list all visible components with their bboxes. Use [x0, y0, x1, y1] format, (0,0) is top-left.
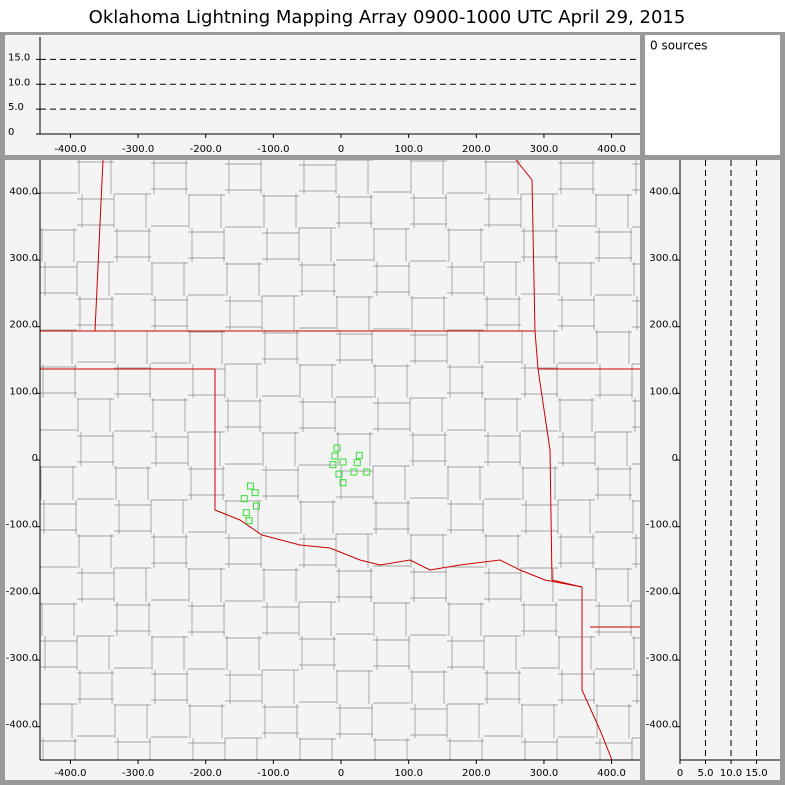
x-tick-label: 10.0 [720, 768, 742, 779]
border [40, 368, 583, 588]
station [252, 502, 260, 510]
x-tick-label: -200.0 [190, 144, 222, 155]
x-tick-label: 200.0 [462, 768, 491, 779]
station [329, 461, 337, 469]
y-tick-label: -300.0 [646, 653, 678, 664]
x-tick-label: -200.0 [190, 768, 222, 779]
y-tick-label: -400.0 [646, 720, 678, 731]
station [350, 468, 358, 476]
y-tick-label: -200.0 [646, 586, 678, 597]
station [242, 509, 250, 517]
x-tick-label: -100.0 [257, 144, 289, 155]
y-tick-label: -100.0 [6, 520, 38, 531]
x-tick-label: 100.0 [394, 144, 423, 155]
station [355, 451, 363, 459]
x-tick-label: 300.0 [530, 144, 559, 155]
x-tick-label: 15.0 [745, 768, 767, 779]
state-borders [40, 160, 640, 760]
station [251, 489, 259, 497]
x-tick-label: 0 [338, 144, 344, 155]
panel [645, 160, 780, 780]
x-tick-label: 300.0 [530, 768, 559, 779]
x-tick-label: 200.0 [462, 144, 491, 155]
y-tick-label: -100.0 [646, 520, 678, 531]
y-tick-label: 0 [672, 453, 678, 464]
y-tick-label: 0 [32, 453, 38, 464]
station [339, 479, 347, 487]
station [353, 459, 361, 467]
x-tick-label: 400.0 [597, 144, 626, 155]
station [331, 452, 339, 460]
panel [645, 35, 780, 155]
station [246, 482, 254, 490]
y-tick-label: -200.0 [6, 586, 38, 597]
y-tick-label: 300.0 [9, 253, 38, 264]
y-tick-label: 100.0 [649, 386, 678, 397]
x-tick-label: -100.0 [257, 768, 289, 779]
station [245, 517, 253, 525]
border [515, 160, 613, 760]
y-tick-label: -400.0 [6, 720, 38, 731]
x-tick-label: -400.0 [54, 144, 86, 155]
x-tick-label: -300.0 [122, 144, 154, 155]
x-tick-label: 0 [338, 768, 344, 779]
title-bar [0, 0, 785, 32]
x-tick-label: 400.0 [597, 768, 626, 779]
panel [5, 35, 640, 155]
y-tick-label: 200.0 [649, 320, 678, 331]
y-tick-label: 100.0 [9, 386, 38, 397]
border [94, 160, 104, 332]
station [333, 444, 341, 452]
station [335, 470, 343, 478]
chart-title: Oklahoma Lightning Mapping Array 0900-10… [89, 7, 686, 28]
y-tick-label: 300.0 [649, 253, 678, 264]
y-tick-label: 200.0 [9, 320, 38, 331]
x-tick-label: -400.0 [54, 768, 86, 779]
x-tick-label: -300.0 [122, 768, 154, 779]
county-lines [40, 160, 640, 760]
y-tick-label: 10.0 [8, 77, 30, 88]
y-tick-label: -300.0 [6, 653, 38, 664]
y-tick-label: 5.0 [8, 102, 24, 113]
y-tick-label: 400.0 [9, 186, 38, 197]
panel [5, 160, 640, 780]
y-tick-label: 400.0 [649, 186, 678, 197]
sources-count: 0 sources [650, 39, 708, 53]
station [363, 468, 371, 476]
station [339, 458, 347, 466]
y-tick-label: 0 [8, 127, 14, 138]
y-tick-label: 15.0 [8, 52, 30, 63]
x-tick-label: 5.0 [698, 768, 714, 779]
station [240, 495, 248, 503]
x-tick-label: 0 [677, 768, 683, 779]
x-tick-label: 100.0 [394, 768, 423, 779]
